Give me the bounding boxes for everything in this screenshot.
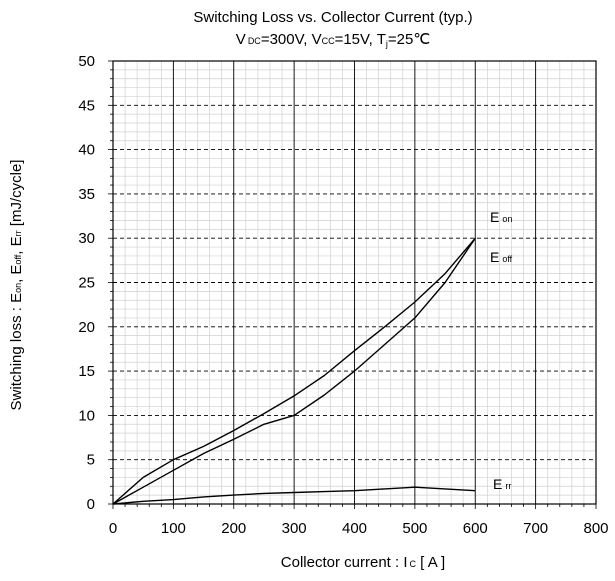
subtitle-vcc-subscript: CC xyxy=(322,36,335,46)
y-axis-label-part3: , E xyxy=(8,236,25,254)
x-axis-label-tail: [ A ] xyxy=(416,554,445,571)
y-tick-label: 15 xyxy=(78,363,95,380)
label-eoff-main: E xyxy=(490,249,499,265)
subtitle-tj-subscript: j xyxy=(385,39,388,49)
subtitle-vdc-symbol: V xyxy=(236,31,246,48)
series-lines xyxy=(112,237,476,505)
subtitle-vcc-symbol: V xyxy=(312,31,322,48)
subtitle-tj-symbol: T xyxy=(377,31,386,48)
x-axis-label-main: Collector current : I xyxy=(281,554,408,571)
y-axis-label-unit: [mJ/cycle] xyxy=(8,160,25,231)
y-tick-labels: 0 5 10 15 20 25 30 35 40 45 50 xyxy=(78,53,95,513)
minor-grid xyxy=(113,61,596,504)
y-tick-label: 30 xyxy=(78,230,95,247)
x-tick-label: 200 xyxy=(221,520,246,537)
y-axis-label-on-subscript: on xyxy=(13,283,23,293)
label-eoff-subscript: off xyxy=(502,254,512,264)
tick-marks xyxy=(108,60,597,509)
x-tick-label: 0 xyxy=(109,520,117,537)
subtitle-vdc-subscript: DC xyxy=(248,36,261,46)
x-tick-label: 100 xyxy=(161,520,186,537)
x-tick-labels: 0 100 200 300 400 500 600 700 800 xyxy=(109,520,609,537)
label-err-main: E xyxy=(493,476,502,492)
y-axis-label: Switching loss : Eon, Eoff, Err [mJ/cycl… xyxy=(8,160,25,411)
x-tick-label: 500 xyxy=(402,520,427,537)
subtitle-vdc-value: =300V, xyxy=(261,31,312,48)
y-tick-label: 25 xyxy=(78,275,95,292)
label-eon-subscript: on xyxy=(502,214,512,224)
y-tick-label: 20 xyxy=(78,319,95,336)
y-tick-label: 40 xyxy=(78,142,95,159)
y-axis-label-part1: Switching loss : E xyxy=(8,293,25,411)
y-axis-label-part2: , E xyxy=(8,265,25,283)
subtitle-tj-value: =25℃ xyxy=(388,31,430,48)
y-tick-label: 10 xyxy=(78,407,95,424)
chart-subtitle: V DC=300V, VCC=15V, Tj=25℃ xyxy=(236,31,430,49)
y-tick-label: 35 xyxy=(78,186,95,203)
series-line-eon xyxy=(112,237,476,505)
x-tick-label: 600 xyxy=(463,520,488,537)
x-axis-label-subscript: C xyxy=(410,559,417,569)
y-tick-label: 45 xyxy=(78,97,95,114)
x-tick-label: 700 xyxy=(523,520,548,537)
chart-title: Switching Loss vs. Collector Current (ty… xyxy=(193,9,472,26)
series-line-eoff xyxy=(112,237,476,505)
y-axis-label-off-subscript: off xyxy=(13,254,23,264)
y-tick-label: 0 xyxy=(87,496,95,513)
x-tick-label: 800 xyxy=(583,520,608,537)
y-tick-label: 50 xyxy=(78,53,95,70)
y-axis-label-rr-subscript: rr xyxy=(13,230,23,236)
y-tick-label: 5 xyxy=(87,452,95,469)
subtitle-vcc-value: =15V, xyxy=(335,31,377,48)
label-err-subscript: rr xyxy=(505,481,511,491)
x-tick-label: 300 xyxy=(282,520,307,537)
series-line-err xyxy=(112,486,476,505)
label-eon-main: E xyxy=(490,209,499,225)
x-tick-label: 400 xyxy=(342,520,367,537)
